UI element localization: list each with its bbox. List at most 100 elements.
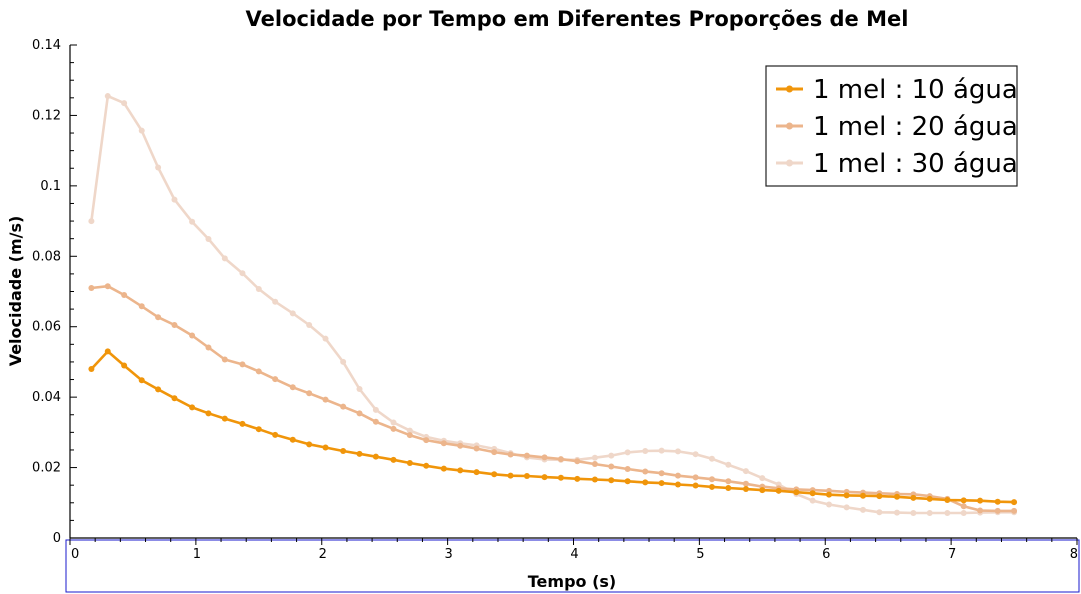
data-point [692, 482, 699, 489]
data-point [104, 93, 111, 100]
data-point [944, 509, 951, 516]
data-point [372, 406, 379, 413]
data-point [843, 504, 850, 511]
series-line [90, 350, 1015, 504]
y-tick-label: 0.06 [32, 320, 61, 335]
data-point [674, 448, 681, 455]
data-point [440, 465, 447, 472]
data-point [121, 362, 128, 369]
data-point [306, 441, 313, 448]
data-point [171, 395, 178, 402]
data-point [121, 100, 128, 107]
x-tick-label: 3 [444, 547, 452, 562]
data-point [88, 284, 95, 291]
legend-label: 1 mel : 30 água [813, 149, 1018, 179]
data-point [356, 386, 363, 393]
legend-box [765, 65, 1018, 187]
data-point [473, 445, 480, 452]
data-point [826, 501, 833, 508]
data-point [171, 196, 178, 203]
data-point [138, 303, 145, 310]
data-point [910, 494, 917, 501]
data-point [624, 478, 631, 485]
data-point [843, 492, 850, 499]
data-point [138, 127, 145, 134]
data-point [491, 471, 498, 478]
data-point [189, 404, 196, 411]
data-point [205, 344, 212, 351]
y-tick-label: 0.14 [32, 38, 61, 53]
series-2 [88, 283, 1018, 514]
data-point [876, 493, 883, 500]
legend-swatch-marker [786, 159, 793, 167]
y-tick-label: 0.08 [32, 249, 61, 264]
data-point [155, 164, 162, 171]
x-tick-label: 1 [193, 547, 201, 562]
data-point [221, 356, 228, 363]
data-point [557, 456, 564, 463]
data-point [960, 503, 967, 510]
data-point [289, 436, 296, 443]
data-point [289, 384, 296, 391]
data-point [406, 427, 413, 434]
data-point [88, 365, 95, 372]
data-point [608, 463, 615, 470]
data-point [406, 432, 413, 439]
data-point [423, 437, 430, 444]
data-point [88, 218, 95, 225]
data-point [1011, 499, 1018, 506]
data-point [793, 489, 800, 496]
legend-label: 1 mel : 10 água [813, 75, 1018, 105]
data-point [372, 453, 379, 460]
data-point [658, 447, 665, 454]
data-point [860, 492, 867, 499]
data-point [104, 283, 111, 290]
legend-label: 1 mel : 20 água [813, 112, 1018, 142]
x-tick-label: 2 [319, 547, 327, 562]
data-point [826, 491, 833, 498]
data-point [708, 483, 715, 490]
data-point [138, 377, 145, 384]
data-point [372, 418, 379, 425]
data-point [608, 477, 615, 484]
data-point [390, 419, 397, 426]
data-point [306, 390, 313, 397]
data-point [507, 472, 514, 479]
data-point [960, 509, 967, 516]
data-point [306, 321, 313, 328]
data-point [759, 487, 766, 494]
data-point [692, 474, 699, 481]
y-axis-title: Velocidade (m/s) [6, 216, 25, 367]
data-point [423, 462, 430, 469]
data-point [491, 449, 498, 456]
data-point [390, 456, 397, 463]
data-point [574, 458, 581, 465]
x-axis-band [65, 539, 1080, 593]
data-point [171, 321, 178, 328]
data-point [591, 461, 598, 468]
data-point [977, 507, 984, 514]
data-point [356, 410, 363, 417]
data-point [255, 426, 262, 433]
x-tick-label: 4 [570, 547, 578, 562]
data-point [994, 498, 1001, 505]
data-point [457, 467, 464, 474]
data-point [189, 332, 196, 339]
data-point [541, 474, 548, 481]
data-point [205, 410, 212, 417]
data-point [272, 376, 279, 383]
x-tick-label: 6 [822, 547, 830, 562]
data-point [574, 475, 581, 482]
data-point [809, 497, 816, 504]
data-point [205, 236, 212, 243]
data-point [725, 484, 732, 491]
data-point [322, 444, 329, 451]
data-point [541, 454, 548, 461]
y-tick-label: 0.1 [40, 179, 61, 194]
data-point [893, 509, 900, 516]
data-point [340, 358, 347, 365]
data-point [189, 218, 196, 225]
y-tick-label: 0 [53, 531, 61, 546]
data-point [155, 386, 162, 393]
